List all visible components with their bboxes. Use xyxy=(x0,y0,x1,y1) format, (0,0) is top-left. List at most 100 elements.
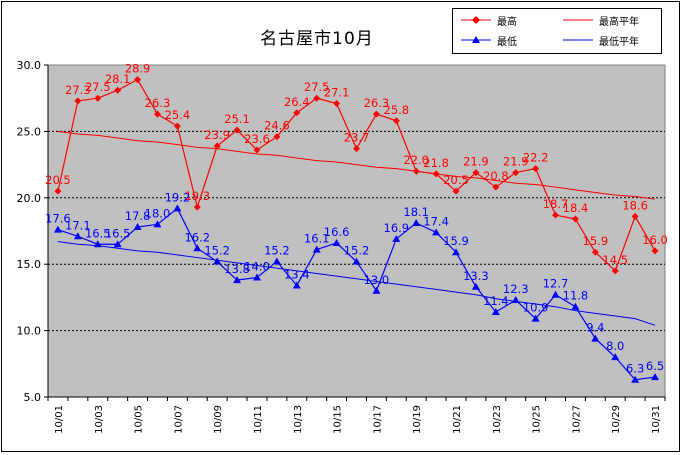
x-tick-label: 10/29 xyxy=(611,405,622,434)
legend-label-max: 最高 xyxy=(497,17,517,28)
y-tick-label: 15.0 xyxy=(17,258,42,271)
min-data-label: 6.5 xyxy=(646,359,664,373)
min-point xyxy=(491,308,500,316)
max-point xyxy=(532,165,540,173)
max-point xyxy=(134,76,142,84)
min-point xyxy=(332,238,341,246)
max-point xyxy=(392,117,400,125)
min-data-label: 15.2 xyxy=(204,244,230,258)
min-point xyxy=(312,245,321,253)
max-data-label: 21.9 xyxy=(503,155,529,169)
x-tick-label: 10/25 xyxy=(532,405,543,434)
min-data-label: 16.2 xyxy=(184,230,210,244)
y-tick-label: 20.0 xyxy=(17,192,42,205)
min-data-label: 9.4 xyxy=(586,321,604,335)
min-point xyxy=(113,240,122,248)
min-point xyxy=(153,220,162,228)
min-data-label: 11.4 xyxy=(483,294,509,308)
max-point xyxy=(631,212,639,220)
min-point xyxy=(272,257,281,265)
series-line-normal-1 xyxy=(57,130,656,200)
min-data-label: 16.6 xyxy=(324,225,350,239)
min-data-label: 15.9 xyxy=(443,234,469,248)
min-data-label: 12.7 xyxy=(543,277,569,291)
min-point xyxy=(133,223,142,231)
min-point xyxy=(571,302,580,310)
min-point xyxy=(233,276,242,284)
min-data-label: 13.0 xyxy=(364,273,390,287)
min-point xyxy=(173,204,182,212)
max-point xyxy=(372,110,380,118)
min-data-label: 16.9 xyxy=(384,221,410,235)
min-point xyxy=(531,314,540,322)
max-point xyxy=(333,100,341,108)
max-data-label: 20.5 xyxy=(443,173,469,187)
max-point xyxy=(293,109,301,117)
max-data-label: 15.9 xyxy=(583,234,609,248)
max-data-label: 23.7 xyxy=(344,131,370,145)
x-tick-label: 10/11 xyxy=(253,405,264,434)
max-data-label: 20.8 xyxy=(483,169,509,183)
x-tick-label: 10/15 xyxy=(333,405,344,434)
x-tick-label: 10/17 xyxy=(372,405,383,434)
min-point xyxy=(611,353,620,361)
legend-label-max-normal: 最高平年 xyxy=(599,17,639,28)
max-point xyxy=(114,86,122,94)
min-data-label: 19.2 xyxy=(165,190,191,204)
min-data-label: 18.0 xyxy=(145,206,171,220)
max-data-label: 18.7 xyxy=(543,197,569,211)
min-point xyxy=(452,248,461,256)
max-data-label: 16.0 xyxy=(642,233,668,247)
plot-area xyxy=(47,64,666,398)
max-point xyxy=(213,142,221,150)
legend-label-min: 最低 xyxy=(497,37,517,48)
min-point xyxy=(551,290,560,298)
min-point xyxy=(412,219,421,227)
max-data-label: 18.6 xyxy=(622,198,648,212)
max-point xyxy=(492,183,500,191)
legend-item-min: 最低 xyxy=(459,33,549,49)
min-data-label: 16.5 xyxy=(85,226,111,240)
min-point xyxy=(93,240,102,248)
max-point xyxy=(452,187,460,195)
min-point xyxy=(193,244,202,252)
min-data-label: 8.0 xyxy=(606,339,624,353)
legend-label-min-normal: 最低平年 xyxy=(599,37,639,48)
x-tick-label: 10/09 xyxy=(213,405,224,434)
min-point xyxy=(631,375,640,383)
y-tick-label: 25.0 xyxy=(17,125,42,138)
x-tick-label: 10/19 xyxy=(412,405,423,434)
min-point xyxy=(252,273,261,281)
max-point xyxy=(472,169,480,177)
min-point xyxy=(372,286,381,294)
min-point xyxy=(73,232,82,240)
max-data-label: 21.9 xyxy=(463,155,489,169)
max-data-label: 26.4 xyxy=(284,95,310,109)
min-data-label: 12.3 xyxy=(503,282,529,296)
x-tick-label: 10/07 xyxy=(173,405,184,434)
max-point xyxy=(74,97,82,105)
min-point xyxy=(392,234,401,242)
min-point xyxy=(651,373,660,381)
x-tick-label: 10/05 xyxy=(134,405,145,434)
max-point xyxy=(54,187,62,195)
max-data-label: 18.4 xyxy=(563,201,589,215)
min-data-label: 13.3 xyxy=(463,269,489,283)
max-point xyxy=(94,94,102,102)
max-point xyxy=(313,94,321,102)
min-point xyxy=(53,225,62,233)
min-data-label: 15.2 xyxy=(344,244,370,258)
min-data-label: 15.2 xyxy=(264,244,290,258)
max-point xyxy=(412,167,420,175)
y-tick-label: 30.0 xyxy=(17,59,42,72)
min-point xyxy=(432,228,441,236)
min-data-label: 17.4 xyxy=(423,214,449,228)
x-tick-label: 10/03 xyxy=(94,405,105,434)
min-point xyxy=(292,281,301,289)
max-data-label: 27.1 xyxy=(324,86,350,100)
max-point xyxy=(173,122,181,130)
max-data-label: 26.3 xyxy=(364,96,390,110)
min-data-label: 17.1 xyxy=(65,218,91,232)
max-point xyxy=(253,146,261,154)
x-tick-label: 10/31 xyxy=(651,405,662,434)
